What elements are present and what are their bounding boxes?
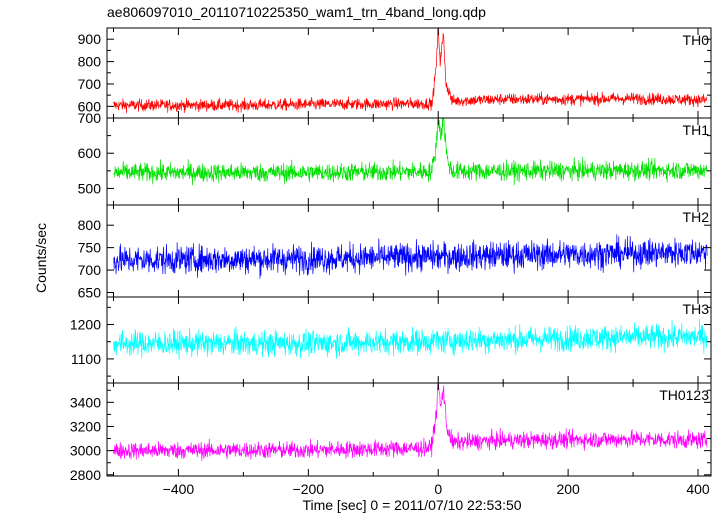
panel-label-th2: TH2: [683, 209, 710, 225]
panel-th2: 650 700 750 800 TH2: [78, 204, 712, 301]
panel-th1: 500 600 700 TH1: [78, 110, 712, 206]
x-axis: −400 −200 0 200 400: [163, 481, 710, 497]
series-line-th1: [113, 118, 708, 186]
x-tick-label: 200: [556, 481, 580, 497]
x-tick-label: 0: [434, 481, 442, 497]
y-tick-label: 700: [78, 262, 102, 278]
chart-title: ae806097010_20110710225350_wam1_trn_4ban…: [107, 4, 486, 20]
panel-frame: [106, 382, 712, 477]
series-line-th2: [113, 234, 708, 279]
y-tick-label: 800: [78, 54, 102, 70]
y-tick-label: 3000: [70, 443, 101, 459]
series-line-th0: [113, 28, 708, 114]
panel-th0: 600 700 800 900 TH0: [78, 27, 712, 119]
panel-frame: [106, 117, 712, 206]
panel-th0123: 2800 3000 3200 3400 TH0123: [70, 382, 712, 483]
y-tick-label: 800: [78, 217, 102, 233]
y-tick-label: 3200: [70, 418, 101, 434]
y-axis-label: Counts/sec: [33, 223, 49, 293]
x-axis-label: Time [sec] 0 = 2011/07/10 22:53:50: [302, 497, 521, 513]
x-tick-label: −400: [163, 481, 195, 497]
panel-label-th3: TH3: [683, 301, 710, 317]
y-tick-label: 500: [78, 180, 102, 196]
series-line-th3: [113, 318, 708, 360]
y-tick-label: 700: [78, 76, 102, 92]
y-tick-label: 1100: [71, 351, 101, 367]
y-tick-label: 650: [78, 285, 102, 301]
y-tick-label: 700: [78, 110, 102, 126]
y-tick-label: 900: [78, 31, 102, 47]
series-line-th0123: [113, 383, 708, 461]
y-tick-label: 3400: [70, 394, 101, 410]
panel-label-th1: TH1: [683, 122, 710, 138]
y-tick-label: 1200: [70, 317, 101, 333]
y-tick-label: 600: [78, 145, 102, 161]
y-tick-label: 750: [78, 240, 102, 256]
y-tick-label: 2800: [70, 467, 101, 483]
panel-label-th0123: TH0123: [659, 387, 709, 403]
panel-th3: 1100 1200 TH3: [70, 296, 712, 384]
y-tick-label: 600: [78, 98, 102, 114]
panel-label-th0: TH0: [683, 32, 710, 48]
x-tick-label: −200: [293, 481, 325, 497]
x-tick-label: 400: [686, 481, 710, 497]
